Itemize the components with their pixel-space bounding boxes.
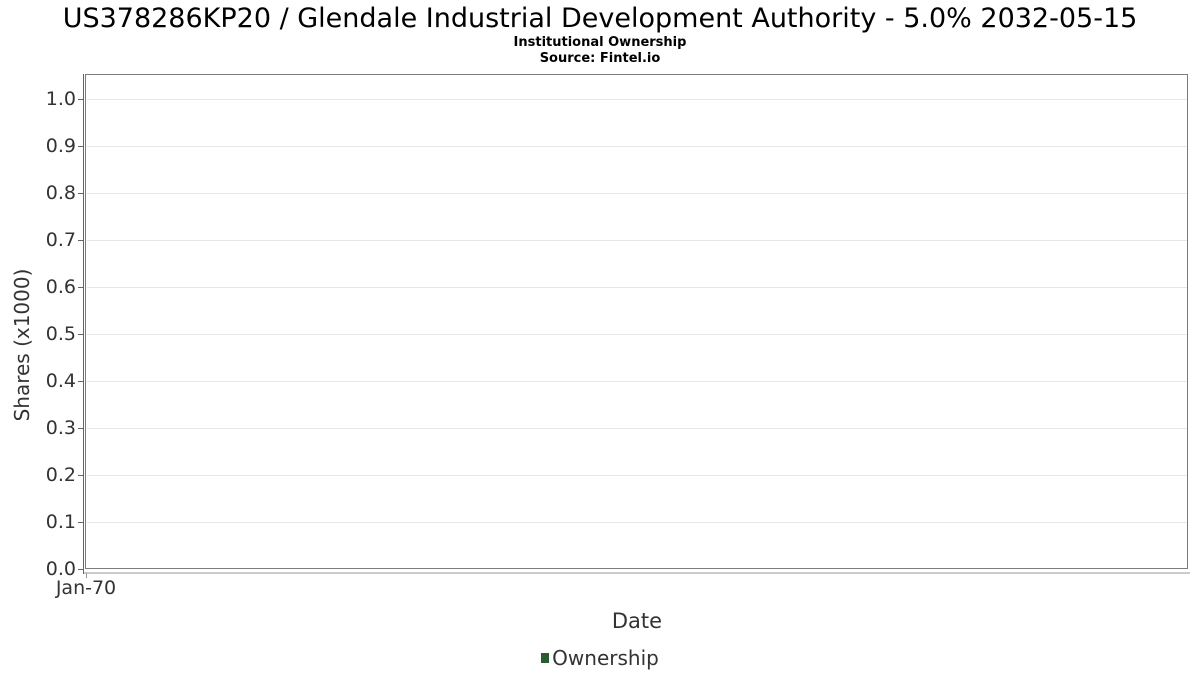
y-tick-mark xyxy=(78,193,84,194)
y-gridline xyxy=(87,146,1187,147)
y-gridline xyxy=(87,287,1187,288)
y-tick-mark xyxy=(78,146,84,147)
y-tick-label: 0.3 xyxy=(45,417,76,439)
y-tick-label: 0.1 xyxy=(45,511,76,533)
x-tick-label: Jan-70 xyxy=(55,577,117,599)
legend-item-ownership[interactable]: Ownership xyxy=(0,646,1200,670)
y-tick-mark xyxy=(78,287,84,288)
chart-source: Source: Fintel.io xyxy=(539,51,661,66)
y-gridline xyxy=(87,99,1187,100)
chart-subtitle: Institutional Ownership xyxy=(513,35,687,50)
y-tick-mark xyxy=(78,475,84,476)
y-tick-mark xyxy=(78,522,84,523)
y-axis-line xyxy=(83,74,84,574)
y-tick-label: 1.0 xyxy=(45,88,76,110)
y-tick-mark xyxy=(78,99,84,100)
legend-marker-icon xyxy=(541,653,550,663)
y-tick-label: 0.9 xyxy=(45,135,76,157)
plot-area xyxy=(85,74,1188,569)
x-axis-line xyxy=(84,572,1190,574)
y-tick-mark xyxy=(78,240,84,241)
y-tick-label: 0.5 xyxy=(45,323,76,345)
y-tick-mark xyxy=(78,569,84,570)
legend-label: Ownership xyxy=(552,646,659,670)
y-tick-label: 0.6 xyxy=(45,276,76,298)
y-tick-label: 0.8 xyxy=(45,182,76,204)
y-gridline xyxy=(87,428,1187,429)
y-axis-title: Shares (x1000) xyxy=(10,268,34,422)
y-gridline xyxy=(87,522,1187,523)
y-gridline xyxy=(87,240,1187,241)
x-axis-title: Date xyxy=(611,609,663,633)
y-gridline xyxy=(87,381,1187,382)
y-tick-label: 0.0 xyxy=(45,558,76,580)
y-tick-mark xyxy=(78,428,84,429)
x-tick-mark xyxy=(86,573,87,578)
y-tick-label: 0.4 xyxy=(45,370,76,392)
chart-title: US378286KP20 / Glendale Industrial Devel… xyxy=(62,3,1138,34)
y-gridline xyxy=(87,334,1187,335)
y-gridline xyxy=(87,475,1187,476)
y-gridline xyxy=(87,193,1187,194)
y-tick-mark xyxy=(78,334,84,335)
y-tick-label: 0.2 xyxy=(45,464,76,486)
y-tick-mark xyxy=(78,381,84,382)
y-tick-label: 0.7 xyxy=(45,229,76,251)
